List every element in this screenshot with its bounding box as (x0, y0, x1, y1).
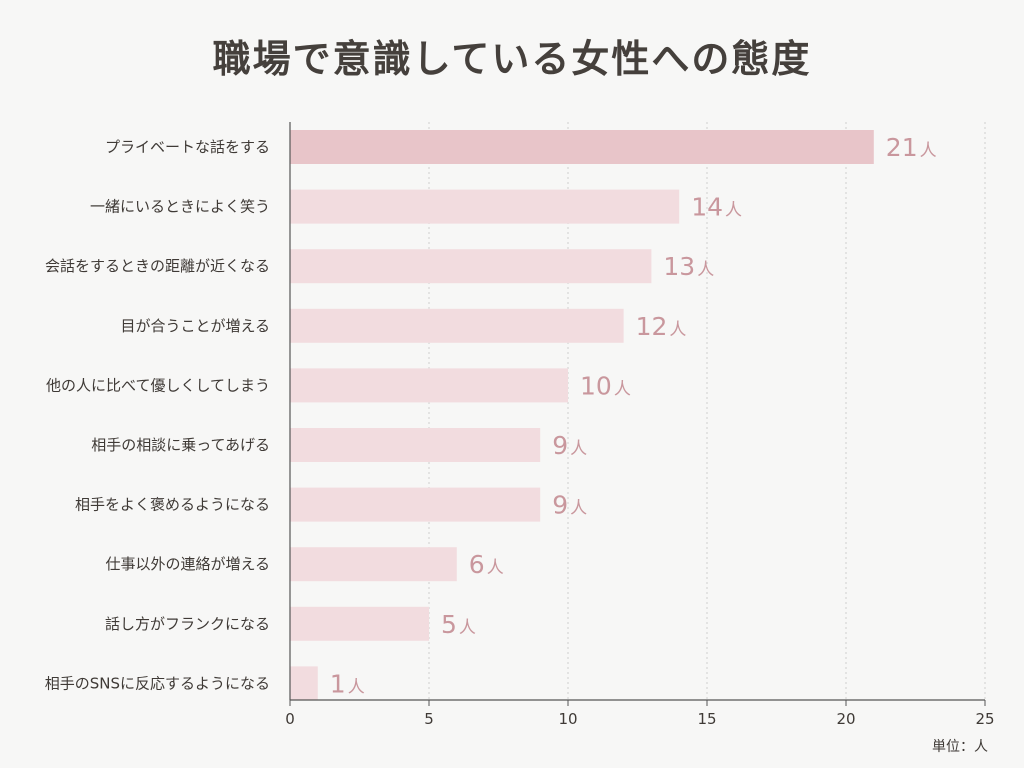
category-label: 相手のSNSに反応するようになる (45, 674, 270, 692)
x-tick-label: 20 (836, 710, 855, 728)
x-tick-label: 10 (558, 710, 577, 728)
bar (290, 368, 568, 403)
category-label: 相手をよく褒めるようになる (75, 496, 270, 514)
category-label: 会話をするときの距離が近くなる (45, 257, 270, 275)
bar (290, 428, 541, 462)
category-label: 仕事以外の連絡が増える (105, 555, 270, 573)
category-label: 相手の相談に乗ってあげる (91, 436, 270, 454)
bar (290, 666, 318, 701)
bar (290, 308, 624, 343)
category-label: 他の人に比べて優しくしてしまう (46, 376, 270, 394)
value-label: 14 人 (691, 193, 742, 222)
value-label: 10 人 (580, 371, 631, 400)
category-label: 目が合うことが増える (120, 317, 270, 335)
x-tick-label: 0 (285, 710, 295, 728)
x-tick-label: 5 (424, 710, 434, 728)
value-label: 13 人 (663, 252, 714, 281)
value-labels: 21 人 14 人 13 人 12 人 10 人 9 人 9 人 6 人 5 人 1 人 (330, 133, 937, 698)
category-label: 一緒にいるときによく笑う (90, 198, 270, 216)
x-axis: 0 5 10 15 20 25 (285, 122, 995, 728)
bar (290, 249, 652, 284)
chart-title: 職場で意識している女性への態度 (212, 37, 812, 81)
category-labels: プライベートな話をする一緒にいるときによく笑う会話をするときの距離が近くなる目が… (45, 138, 270, 692)
category-label: 話し方がフランクになる (105, 615, 270, 633)
unit-label: 単位：人 (932, 739, 988, 755)
bar (290, 189, 680, 224)
x-tick-label: 15 (697, 710, 716, 728)
bar (290, 487, 541, 522)
value-label: 12 人 (636, 312, 687, 341)
bars (290, 130, 874, 701)
bar (290, 130, 874, 164)
bar (290, 606, 429, 641)
x-tick-label: 25 (975, 710, 994, 728)
bar (290, 547, 457, 582)
category-label: プライベートな話をする (105, 138, 270, 156)
value-label: 21 人 (886, 133, 937, 162)
